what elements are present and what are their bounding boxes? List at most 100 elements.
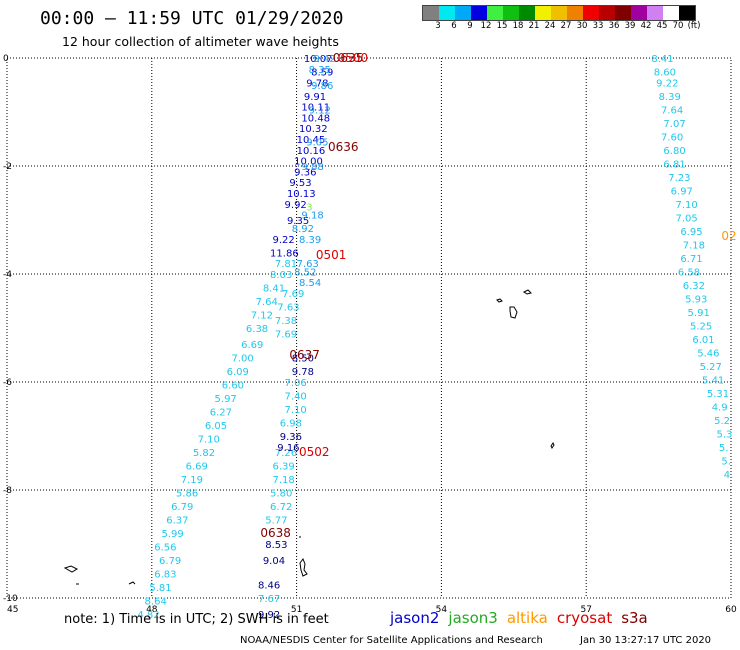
land-outlines (63, 289, 555, 585)
wave-height-value: 5.27 (700, 362, 722, 373)
wave-height-value: 6.69 (186, 462, 208, 473)
color-scale-label: 24 (544, 21, 556, 31)
color-scale-label: 15 (496, 21, 508, 31)
wave-height-value: 8.59 (311, 68, 333, 79)
wave-height-value: 6.81 (663, 159, 685, 170)
wave-height-value: 7.12 (251, 311, 273, 322)
pass-time-label: 0636 (328, 140, 359, 154)
map-title: 00:00 – 11:59 UTC 01/29/2020 (40, 8, 344, 29)
y-tick-label: -6 (3, 378, 12, 388)
wave-height-value: 9.22 (272, 235, 294, 246)
color-scale-labels: 3 6 9 12 15 18 21 24 27 30 33 36 39 42 45 70 (ft) (422, 21, 740, 33)
wave-height-value: 8.35 (309, 65, 331, 76)
pass-time-label: 0500 (338, 51, 369, 65)
wave-height-value: 7.63 (277, 302, 299, 313)
wave-height-value: 6.95 (680, 227, 702, 238)
wave-height-value: 6.72 (270, 502, 292, 513)
wave-height-value: 7.63 (297, 259, 319, 270)
wave-height-value: 10.13 (287, 189, 316, 200)
wave-height-value: 9.05 (306, 138, 328, 149)
wave-height-value: 6.37 (166, 516, 188, 527)
wave-height-value: 5. (721, 456, 731, 467)
wave-height-value: 8.52 (294, 267, 316, 278)
x-tick-label: 57 (580, 605, 591, 615)
wave-height-value: 7.60 (661, 132, 683, 143)
satellite-legend-altika: altika (506, 609, 548, 627)
wave-height-value: 6.79 (159, 556, 181, 567)
color-scale-label: 45 (656, 21, 668, 31)
wave-height-value: 5.97 (215, 394, 237, 405)
wave-height-value: 7.67 (258, 594, 280, 605)
wave-height-value: 9.78 (292, 367, 314, 378)
wave-height-value: 7.64 (256, 297, 278, 308)
wave-height-value: 7.26 (275, 448, 297, 459)
color-swatch (487, 6, 503, 20)
y-tick-label: -10 (3, 594, 18, 604)
color-swatch (631, 6, 647, 20)
wave-height-value: 5.91 (688, 308, 710, 319)
wave-height-value: 5.82 (193, 448, 215, 459)
wave-height-value: 5.31 (707, 389, 729, 400)
wave-height-value: 9.35 (287, 216, 309, 227)
color-swatch (583, 6, 599, 20)
wave-height-value: 4.82 (137, 610, 159, 621)
color-scale-label: 39 (624, 21, 636, 31)
wave-height-value: 5.77 (265, 516, 287, 527)
wave-height-value: 10.00 (294, 157, 323, 168)
y-tick-label: -2 (3, 162, 12, 172)
wave-height-value: 7.10 (675, 200, 697, 211)
wave-height-value: 7.07 (663, 119, 685, 130)
color-swatch (455, 6, 471, 20)
x-tick-label: 48 (146, 605, 158, 615)
x-tick-label: 51 (291, 605, 302, 615)
wave-height-value: 10.32 (299, 124, 328, 135)
wave-height-value: 5.46 (697, 348, 719, 359)
wave-height-value: 6.09 (227, 367, 249, 378)
wave-height-value: 9.88 (301, 162, 323, 173)
wave-height-value: 7.18 (272, 475, 294, 486)
wave-height-value: 6.32 (683, 281, 705, 292)
wave-height-value: 7.23 (668, 173, 690, 184)
map-grid: 45 48 51 54 57 60 0 -2 -4 -6 -8 -10 (3, 54, 737, 615)
wave-height-value: 6.97 (671, 186, 693, 197)
color-swatch (423, 6, 439, 20)
wave-height-value: 6.69 (241, 340, 263, 351)
wave-height-value: 6.05 (205, 421, 227, 432)
wave-height-value: 9.78 (306, 78, 328, 89)
color-swatch (679, 6, 695, 20)
wave-height-value: 6.60 (222, 381, 244, 392)
wave-height-value: 9.22 (656, 78, 678, 89)
wave-height-value: 6.39 (272, 462, 294, 473)
color-scale-label: 12 (480, 21, 492, 31)
wave-height-value: 9.12 (309, 105, 331, 116)
wave-height-value: 6.38 (246, 324, 268, 335)
wave-height-value: 6.27 (210, 408, 232, 419)
wave-height-value: 10.48 (301, 113, 330, 124)
wave-height-value: 5.2 (714, 416, 730, 427)
wave-height-value: 8.41 (263, 284, 285, 295)
wave-height-value: 10.11 (301, 103, 330, 114)
wave-height-value: 7.06 (285, 378, 307, 389)
wave-height-value: 9.42 (313, 54, 335, 65)
color-scale-label: 33 (592, 21, 604, 31)
wave-height-value: 7.38 (275, 316, 297, 327)
wave-height-value: 8.60 (654, 68, 676, 79)
wave-height-value: 8.50 (292, 354, 314, 365)
wave-height-value: 5.25 (690, 321, 712, 332)
wave-height-value: 10.07 (304, 54, 333, 65)
wave-height-value: 5.99 (161, 529, 183, 540)
color-swatch (663, 6, 679, 20)
wave-height-value: 6.98 (280, 419, 302, 430)
wave-height-value: 7.69 (275, 329, 297, 340)
color-scale-label: 27 (560, 21, 572, 31)
color-swatch (599, 6, 615, 20)
wave-height-value: 9.92 (258, 610, 280, 621)
wave-height-value: 9.36 (294, 167, 316, 178)
wave-height-value: 8.64 (145, 597, 167, 608)
wave-height-value: 9.16 (277, 443, 299, 454)
color-swatch (439, 6, 455, 20)
color-scale-label: 3 (435, 21, 441, 31)
pass-time-label: 0502 (299, 445, 330, 459)
island-outline (496, 289, 532, 319)
